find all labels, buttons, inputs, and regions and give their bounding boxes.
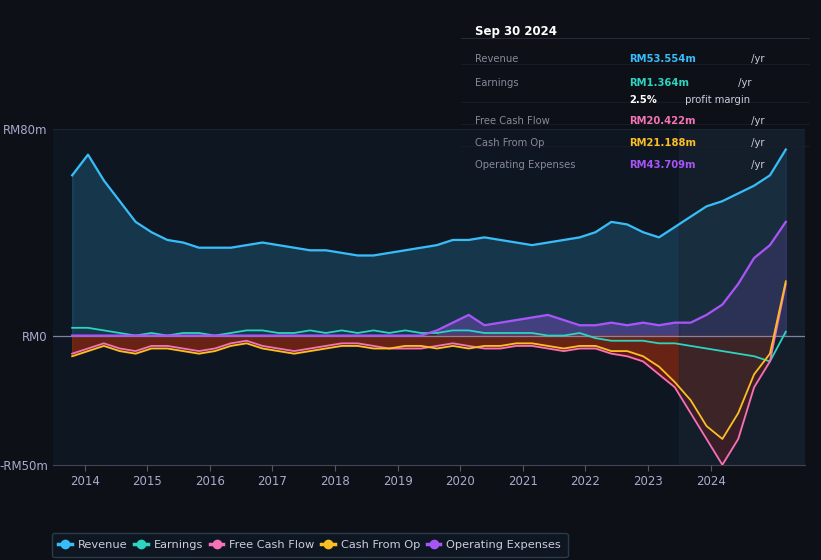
- Text: /yr: /yr: [748, 54, 764, 64]
- Text: RM21.188m: RM21.188m: [629, 138, 696, 148]
- Text: RM53.554m: RM53.554m: [629, 54, 695, 64]
- Text: Revenue: Revenue: [475, 54, 519, 64]
- Text: /yr: /yr: [735, 78, 751, 88]
- Text: /yr: /yr: [748, 160, 764, 170]
- Text: Free Cash Flow: Free Cash Flow: [475, 115, 550, 125]
- Text: RM20.422m: RM20.422m: [629, 115, 695, 125]
- Text: Operating Expenses: Operating Expenses: [475, 160, 576, 170]
- Text: profit margin: profit margin: [682, 95, 750, 105]
- Text: /yr: /yr: [748, 115, 764, 125]
- Text: Cash From Op: Cash From Op: [475, 138, 545, 148]
- Text: /yr: /yr: [748, 138, 764, 148]
- Bar: [680, 129, 805, 465]
- Text: Sep 30 2024: Sep 30 2024: [475, 25, 557, 38]
- Text: RM1.364m: RM1.364m: [629, 78, 689, 88]
- Legend: Revenue, Earnings, Free Cash Flow, Cash From Op, Operating Expenses: Revenue, Earnings, Free Cash Flow, Cash …: [52, 533, 568, 557]
- Text: 2.5%: 2.5%: [629, 95, 657, 105]
- Text: RM43.709m: RM43.709m: [629, 160, 695, 170]
- Text: Earnings: Earnings: [475, 78, 519, 88]
